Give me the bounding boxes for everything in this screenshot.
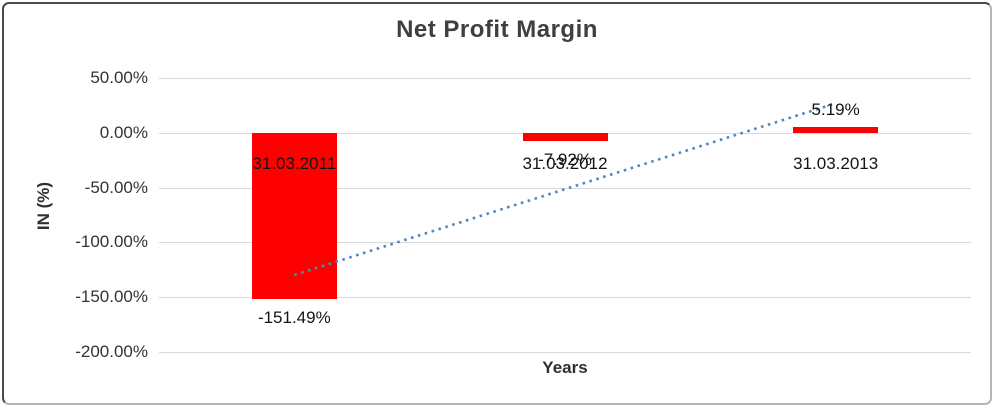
- y-axis-tick-label: -50.00%: [84, 177, 148, 197]
- data-label: 5.19%: [811, 100, 860, 120]
- y-axis-tick-label: -100.00%: [75, 232, 148, 252]
- y-axis-tick-label: 50.00%: [90, 68, 148, 87]
- bar: [522, 132, 608, 142]
- trendline-dotted-line: [293, 102, 837, 277]
- y-axis-tick-label: -200.00%: [75, 342, 148, 361]
- gridline: [159, 78, 971, 79]
- y-axis-title: IN (%): [34, 181, 53, 231]
- gridline: [159, 297, 971, 299]
- chart-title: Net Profit Margin: [396, 16, 598, 43]
- data-label: -7.92%: [538, 150, 592, 170]
- x-axis-title: Years: [542, 358, 588, 377]
- y-axis-tick-label: -150.00%: [75, 287, 148, 307]
- bar: [793, 127, 879, 133]
- category-label: 31.03.2013: [793, 153, 879, 173]
- data-label: -151.49%: [257, 307, 331, 327]
- category-label: 31.03.2011: [252, 153, 337, 173]
- gridline: [159, 352, 971, 353]
- y-axis-tick-label: 0.00%: [99, 122, 148, 142]
